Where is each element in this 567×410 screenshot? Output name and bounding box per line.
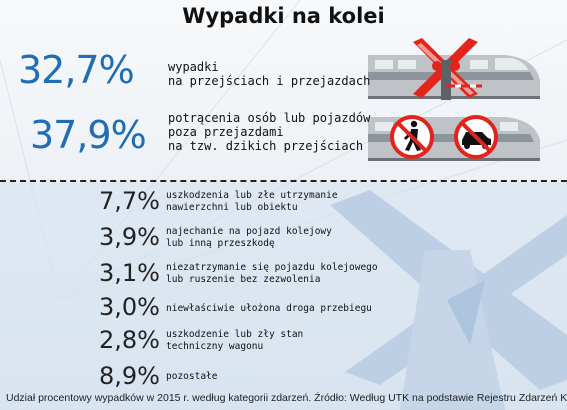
- car-forbidden-icon: [454, 115, 498, 159]
- category-label: uszkodzenie lub zły stan techniczny wago…: [166, 329, 304, 352]
- value-label: 8,9%: [99, 362, 160, 390]
- crossing-sign-background-icon: [330, 190, 567, 410]
- chart-title: Wypadki na kolei: [182, 4, 385, 28]
- value-label: 3,9%: [99, 223, 160, 251]
- divider: [0, 180, 567, 182]
- pedestrian-forbidden-icon: [390, 115, 434, 159]
- train-icon: [368, 55, 540, 99]
- category-label: uszkodzenia lub złe utrzymanie nawierzch…: [166, 190, 338, 213]
- value-label: 3,0%: [99, 293, 160, 321]
- category-label: wypadki na przejściach i przejazdach: [168, 60, 371, 88]
- category-label: niezatrzymanie się pojazdu kolejowego lu…: [166, 262, 378, 285]
- category-label: pozostałe: [166, 371, 218, 382]
- value-label: 7,7%: [99, 187, 160, 215]
- category-label: najechanie na pojazd kolejowy lub inną p…: [166, 226, 332, 249]
- railroad-crossing-icon: [413, 38, 482, 100]
- category-label: niewłaściwie ułożona droga przebiegu: [166, 303, 372, 314]
- source-note: Udział procentowy wypadków w 2015 r. wed…: [6, 392, 567, 404]
- category-label: potrącenia osób lub pojazdów poza przeja…: [168, 111, 371, 153]
- value-label: 2,8%: [99, 326, 160, 354]
- value-label: 37,9%: [30, 113, 147, 157]
- value-label: 3,1%: [99, 259, 160, 287]
- value-label: 32,7%: [18, 48, 135, 92]
